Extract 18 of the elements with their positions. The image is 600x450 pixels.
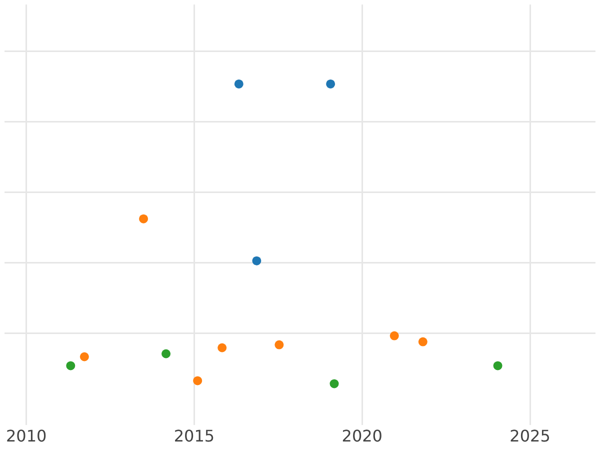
- point: [326, 79, 336, 88]
- x-tick-label: 2015: [174, 426, 215, 446]
- point: [252, 256, 262, 266]
- x-tick-label: 2020: [342, 426, 382, 446]
- point: [390, 331, 399, 340]
- point: [234, 79, 244, 88]
- point: [418, 337, 428, 346]
- x-tick-label: 2025: [510, 426, 550, 446]
- point: [274, 340, 284, 350]
- point: [139, 214, 148, 224]
- point: [218, 343, 227, 352]
- point: [493, 361, 502, 370]
- point: [330, 379, 339, 388]
- point: [193, 376, 202, 386]
- x-tick-label: 2010: [6, 426, 47, 446]
- point: [162, 349, 171, 358]
- point: [80, 352, 89, 362]
- point: [66, 361, 76, 370]
